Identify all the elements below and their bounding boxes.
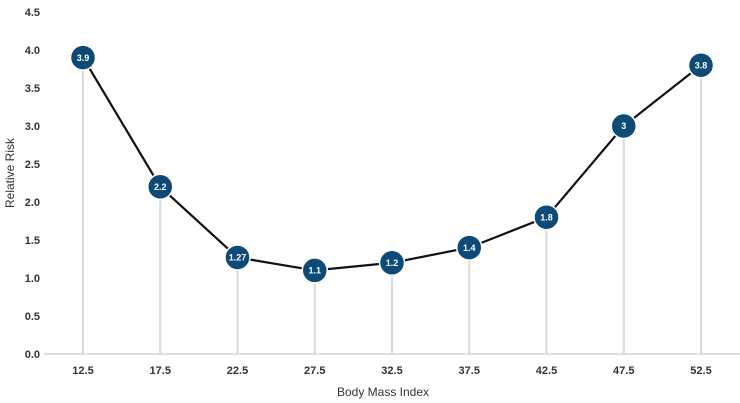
- x-tick-label: 22.5: [227, 365, 248, 377]
- point-marker[interactable]: [533, 203, 560, 231]
- point-marker[interactable]: [147, 173, 174, 201]
- y-tick-label: 3.0: [25, 121, 40, 133]
- data-point[interactable]: 3.9: [69, 44, 97, 71]
- x-tick-label: 27.5: [304, 365, 325, 377]
- y-tick-label: 0.5: [25, 311, 40, 323]
- data-point[interactable]: 3.8: [687, 51, 715, 79]
- y-tick-label: 4.5: [25, 7, 40, 19]
- point-value-label: 1.2: [386, 258, 399, 268]
- y-axis-ticks: 0.0 0.5 1.0 1.5 2.0 2.5 3.0 3.5 4.0 4.5: [25, 7, 40, 361]
- point-value-label: 1.27: [229, 253, 247, 263]
- x-tick-label: 32.5: [381, 365, 402, 377]
- point-marker[interactable]: [610, 112, 637, 140]
- x-tick-label: 37.5: [459, 365, 480, 377]
- y-tick-label: 1.5: [25, 235, 40, 247]
- point-value-label: 3.9: [77, 53, 90, 63]
- data-point[interactable]: 3: [610, 112, 637, 140]
- data-point[interactable]: 1.8: [533, 203, 560, 231]
- x-tick-label: 47.5: [613, 365, 634, 377]
- x-tick-label: 12.5: [72, 365, 93, 377]
- x-tick-label: 52.5: [690, 365, 711, 377]
- data-point[interactable]: 1.4: [456, 234, 483, 261]
- point-marker[interactable]: [69, 44, 97, 71]
- y-tick-label: 3.5: [25, 83, 40, 95]
- data-points: 3.9 2.2 1.27 1.1 1.2 1.4 1.8 3 3.8: [69, 44, 715, 284]
- y-tick-label: 0.0: [25, 349, 40, 361]
- point-marker[interactable]: [224, 244, 251, 271]
- series-line: [82, 57, 702, 272]
- point-value-label: 2.2: [154, 182, 167, 192]
- y-tick-label: 2.0: [25, 197, 40, 209]
- y-tick-label: 2.5: [25, 159, 40, 171]
- x-axis-title: Body Mass Index: [337, 385, 429, 399]
- point-value-label: 1.8: [540, 212, 553, 222]
- data-point[interactable]: 1.27: [224, 244, 251, 271]
- y-tick-label: 1.0: [25, 273, 40, 285]
- data-point[interactable]: 1.1: [301, 257, 328, 284]
- point-value-label: 1.1: [308, 266, 321, 276]
- x-axis-ticks: 12.5 17.5 22.5 27.5 32.5 37.5 42.5 47.5 52.5: [72, 365, 711, 377]
- point-marker[interactable]: [301, 257, 328, 284]
- point-marker[interactable]: [378, 249, 406, 277]
- point-marker[interactable]: [687, 51, 715, 79]
- x-tick-label: 42.5: [536, 365, 557, 377]
- y-tick-label: 4.0: [25, 45, 40, 57]
- data-point[interactable]: 1.2: [378, 249, 406, 277]
- point-value-label: 3.8: [695, 60, 708, 70]
- stems: [82, 57, 702, 354]
- data-point[interactable]: 2.2: [147, 173, 174, 201]
- x-tick-label: 17.5: [150, 365, 171, 377]
- point-value-label: 1.4: [463, 243, 476, 253]
- y-axis-title: Relative Risk: [3, 137, 17, 208]
- point-value-label: 3: [621, 121, 626, 131]
- point-marker[interactable]: [456, 234, 483, 261]
